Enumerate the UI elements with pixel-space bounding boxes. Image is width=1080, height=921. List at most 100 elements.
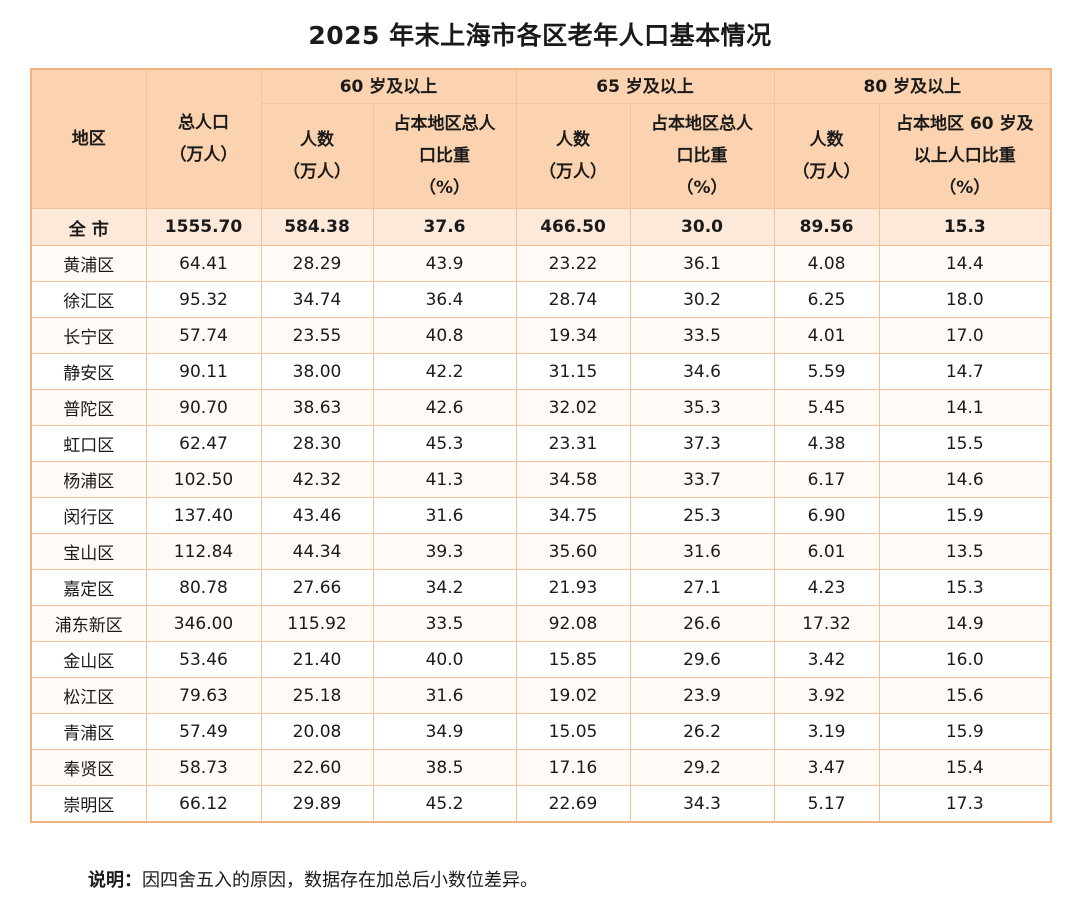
cell-pop-80: 5.45 [773, 389, 880, 426]
header-share-65: 占本地区总人 口比重 （%） [629, 103, 775, 209]
cell-share-80: 14.9 [878, 605, 1052, 642]
cell-share-80: 18.0 [878, 281, 1052, 318]
cell-share-60: 36.4 [372, 281, 517, 318]
cell-pop-80: 3.19 [773, 713, 880, 750]
cell-total-pop: 79.63 [145, 677, 262, 714]
table-row-total: 全 市 1555.70 584.38 37.6 466.50 30.0 89.5… [30, 208, 1052, 246]
cell-pop-60: 34.74 [260, 281, 374, 318]
cell-total-pop: 53.46 [145, 641, 262, 678]
cell-share-60: 42.6 [372, 389, 517, 426]
cell-share-80: 15.9 [878, 497, 1052, 534]
cell-pop-65: 35.60 [515, 533, 631, 570]
cell-share-60: 40.0 [372, 641, 517, 678]
cell-pop-80: 4.38 [773, 425, 880, 462]
cell-share-60: 33.5 [372, 605, 517, 642]
elderly-population-table: 地区 总人口 （万人） 60 岁及以上 65 岁及以上 80 岁及以上 人数 （… [30, 68, 1053, 823]
cell-share-65: 34.6 [629, 353, 775, 390]
cell-share-65: 36.1 [629, 245, 775, 282]
cell-pop-65: 23.31 [515, 425, 631, 462]
cell-share-80: 15.4 [878, 749, 1052, 786]
cell-share-65: 25.3 [629, 497, 775, 534]
cell-share-80: 17.3 [878, 785, 1052, 823]
cell-share-65: 33.5 [629, 317, 775, 354]
header-group-65: 65 岁及以上 [515, 68, 775, 104]
cell-share-65: 30.2 [629, 281, 775, 318]
cell-total-pop: 1555.70 [145, 208, 262, 246]
cell-pop-80: 4.08 [773, 245, 880, 282]
cell-share-65: 26.2 [629, 713, 775, 750]
cell-share-60: 37.6 [372, 208, 517, 246]
header-count-80: 人数 （万人） [773, 103, 880, 209]
table-row: 奉贤区 58.73 22.60 38.5 17.16 29.2 3.47 15.… [30, 749, 1052, 786]
header-count-65: 人数 （万人） [515, 103, 631, 209]
cell-pop-80: 17.32 [773, 605, 880, 642]
cell-share-60: 34.2 [372, 569, 517, 606]
cell-region: 黄浦区 [30, 245, 147, 282]
cell-pop-65: 466.50 [515, 208, 631, 246]
table-row: 静安区 90.11 38.00 42.2 31.15 34.6 5.59 14.… [30, 353, 1052, 390]
cell-region: 长宁区 [30, 317, 147, 354]
cell-pop-80: 6.25 [773, 281, 880, 318]
cell-total-pop: 62.47 [145, 425, 262, 462]
cell-pop-60: 29.89 [260, 785, 374, 823]
cell-share-80: 14.1 [878, 389, 1052, 426]
cell-share-65: 23.9 [629, 677, 775, 714]
cell-share-65: 27.1 [629, 569, 775, 606]
cell-pop-80: 4.01 [773, 317, 880, 354]
header-share-80: 占本地区 60 岁及 以上人口比重 （%） [878, 103, 1052, 209]
cell-pop-60: 584.38 [260, 208, 374, 246]
cell-pop-65: 21.93 [515, 569, 631, 606]
cell-share-60: 42.2 [372, 353, 517, 390]
cell-pop-80: 3.42 [773, 641, 880, 678]
cell-total-pop: 95.32 [145, 281, 262, 318]
table-row: 长宁区 57.74 23.55 40.8 19.34 33.5 4.01 17.… [30, 317, 1052, 354]
table-row: 浦东新区 346.00 115.92 33.5 92.08 26.6 17.32… [30, 605, 1052, 642]
cell-pop-60: 28.30 [260, 425, 374, 462]
table-row: 闵行区 137.40 43.46 31.6 34.75 25.3 6.90 15… [30, 497, 1052, 534]
cell-region: 静安区 [30, 353, 147, 390]
cell-total-pop: 80.78 [145, 569, 262, 606]
cell-pop-65: 34.58 [515, 461, 631, 498]
cell-region: 青浦区 [30, 713, 147, 750]
cell-pop-60: 42.32 [260, 461, 374, 498]
cell-region: 浦东新区 [30, 605, 147, 642]
cell-pop-65: 19.34 [515, 317, 631, 354]
cell-share-65: 30.0 [629, 208, 775, 246]
cell-share-80: 15.3 [878, 208, 1052, 246]
cell-share-80: 16.0 [878, 641, 1052, 678]
cell-pop-65: 15.05 [515, 713, 631, 750]
table-body: 全 市 1555.70 584.38 37.6 466.50 30.0 89.5… [30, 208, 1052, 823]
cell-region: 闵行区 [30, 497, 147, 534]
cell-region: 金山区 [30, 641, 147, 678]
cell-share-80: 17.0 [878, 317, 1052, 354]
cell-total-pop: 57.74 [145, 317, 262, 354]
table-row: 黄浦区 64.41 28.29 43.9 23.22 36.1 4.08 14.… [30, 245, 1052, 282]
cell-share-65: 35.3 [629, 389, 775, 426]
cell-share-60: 39.3 [372, 533, 517, 570]
cell-region: 徐汇区 [30, 281, 147, 318]
table-row: 宝山区 112.84 44.34 39.3 35.60 31.6 6.01 13… [30, 533, 1052, 570]
cell-pop-60: 27.66 [260, 569, 374, 606]
table-row: 青浦区 57.49 20.08 34.9 15.05 26.2 3.19 15.… [30, 713, 1052, 750]
cell-region: 普陀区 [30, 389, 147, 426]
cell-region: 松江区 [30, 677, 147, 714]
cell-share-65: 34.3 [629, 785, 775, 823]
cell-pop-80: 3.92 [773, 677, 880, 714]
cell-pop-60: 38.63 [260, 389, 374, 426]
cell-pop-65: 19.02 [515, 677, 631, 714]
cell-pop-65: 28.74 [515, 281, 631, 318]
cell-share-60: 45.2 [372, 785, 517, 823]
table-row: 普陀区 90.70 38.63 42.6 32.02 35.3 5.45 14.… [30, 389, 1052, 426]
cell-share-65: 26.6 [629, 605, 775, 642]
cell-share-80: 15.5 [878, 425, 1052, 462]
cell-total-pop: 90.70 [145, 389, 262, 426]
cell-pop-65: 92.08 [515, 605, 631, 642]
cell-share-60: 45.3 [372, 425, 517, 462]
cell-region: 虹口区 [30, 425, 147, 462]
cell-share-80: 15.9 [878, 713, 1052, 750]
cell-share-80: 14.7 [878, 353, 1052, 390]
table-row: 嘉定区 80.78 27.66 34.2 21.93 27.1 4.23 15.… [30, 569, 1052, 606]
cell-pop-80: 6.17 [773, 461, 880, 498]
cell-pop-80: 6.90 [773, 497, 880, 534]
header-count-60: 人数 （万人） [260, 103, 374, 209]
